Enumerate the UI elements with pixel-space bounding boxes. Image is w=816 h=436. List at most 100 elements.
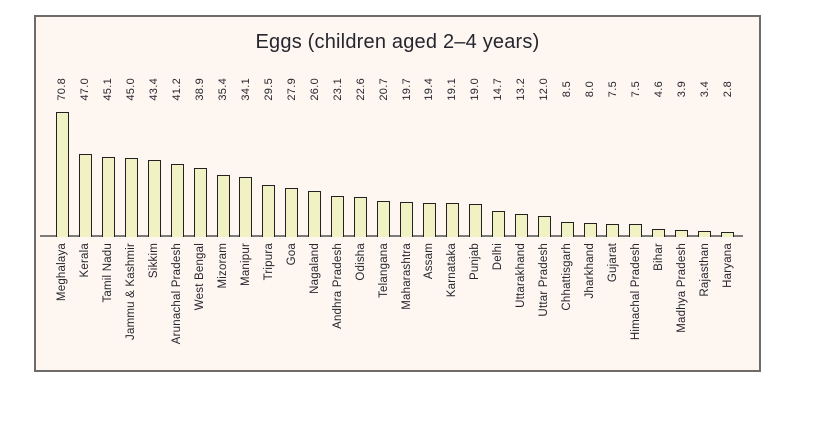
category-label: Sikkim [148,243,161,279]
bar [377,200,391,237]
bar [170,164,184,237]
bar-value-cell: 27.9 [280,66,303,112]
bar [55,112,69,237]
category-label: West Bengal [194,243,207,311]
category-label: Nagaland [308,243,321,294]
bar [445,203,459,237]
bar-cell [510,112,533,237]
category-cell: Himachal Pradesh [624,237,647,370]
category-label: Goa [285,243,298,266]
bar-value-cell: 19.7 [395,66,418,112]
category-cell: Arunachal Pradesh [166,237,189,370]
bar-value-label: 4.6 [652,80,665,98]
bar-value-cell: 47.0 [74,66,97,112]
category-label: Andhra Pradesh [331,243,344,329]
category-label: Delhi [492,243,505,271]
category-label: Meghalaya [56,243,69,302]
bar-value-label: 13.2 [515,77,528,101]
bar-cell [716,112,739,237]
category-cell: Punjab [464,237,487,370]
bar [239,176,253,237]
bar [400,202,414,237]
category-label: Gujarat [606,243,619,283]
category-label: Himachal Pradesh [629,243,642,341]
value-labels-row: 70.8 47.0 45.1 45.0 43.4 41.2 38.9 35.4 34.1 29.5… [51,66,739,112]
category-label: Arunachal Pradesh [171,243,184,345]
bar-value-cell: 34.1 [235,66,258,112]
bar-value-cell: 19.0 [464,66,487,112]
bar-value-label: 8.0 [584,80,597,98]
category-cell: Assam [418,237,441,370]
bar [262,184,276,237]
category-label: Mizoram [217,243,230,289]
category-cell: Rajasthan [693,237,716,370]
bar [354,197,368,237]
bar-value-cell: 7.5 [602,66,625,112]
bar [514,213,528,237]
category-label: Karnataka [446,243,459,298]
bar [216,174,230,237]
bar-value-label: 29.5 [262,77,275,101]
bar-cell [74,112,97,237]
bar-value-cell: 70.8 [51,66,74,112]
bar-value-label: 47.0 [79,77,92,101]
bar-cell [303,112,326,237]
bar [537,215,551,237]
bar-value-label: 3.4 [698,80,711,98]
bar [675,230,689,237]
x-axis-line [40,235,743,237]
bar-cell [693,112,716,237]
bar-value-label: 23.1 [331,77,344,101]
category-cell: West Bengal [189,237,212,370]
category-cell: Sikkim [143,237,166,370]
category-labels-row: Meghalaya Kerala Tamil Nadu Jammu & Kashmir… [51,237,739,370]
category-cell: Uttarakhand [510,237,533,370]
bar-value-cell: 14.7 [487,66,510,112]
category-cell: Delhi [487,237,510,370]
bar [491,211,505,237]
bar-value-cell: 23.1 [326,66,349,112]
category-label: Tamil Nadu [102,243,115,303]
chart-title: Eggs (children aged 2–4 years) [255,31,540,53]
bar [285,187,299,237]
bar-value-label: 12.0 [538,77,551,101]
bar-cell [556,112,579,237]
bar-cell [624,112,647,237]
bar [308,191,322,237]
bar-cell [579,112,602,237]
category-cell: Meghalaya [51,237,74,370]
bar-value-label: 20.7 [377,77,390,101]
category-cell: Mizoram [212,237,235,370]
bar-value-cell: 45.1 [97,66,120,112]
bar-value-cell: 35.4 [212,66,235,112]
bar-cell [97,112,120,237]
category-cell: Haryana [716,237,739,370]
category-cell: Bihar [647,237,670,370]
bar-cell [235,112,258,237]
category-label: Haryana [721,243,734,288]
category-label: Rajasthan [698,243,711,297]
category-label: Uttarakhand [515,243,528,308]
bar-value-cell: 3.9 [670,66,693,112]
bar-value-label: 45.0 [125,77,138,101]
bar-cell [487,112,510,237]
category-cell: Maharashtra [395,237,418,370]
bar-cell [372,112,395,237]
category-cell: Gujarat [602,237,625,370]
category-label: Madhya Pradesh [675,243,688,333]
bar-value-label: 19.4 [423,77,436,101]
bar [583,222,597,237]
category-cell: Manipur [235,237,258,370]
category-cell: Tripura [257,237,280,370]
bar [606,223,620,237]
category-label: Maharashtra [400,243,413,310]
bars-row [51,112,739,237]
bar-value-cell: 3.4 [693,66,716,112]
bar-value-label: 41.2 [171,77,184,101]
bar-value-label: 3.9 [675,80,688,98]
bar-cell [670,112,693,237]
bar-value-cell: 4.6 [647,66,670,112]
category-cell: Nagaland [303,237,326,370]
bar [124,157,138,237]
bar-cell [395,112,418,237]
